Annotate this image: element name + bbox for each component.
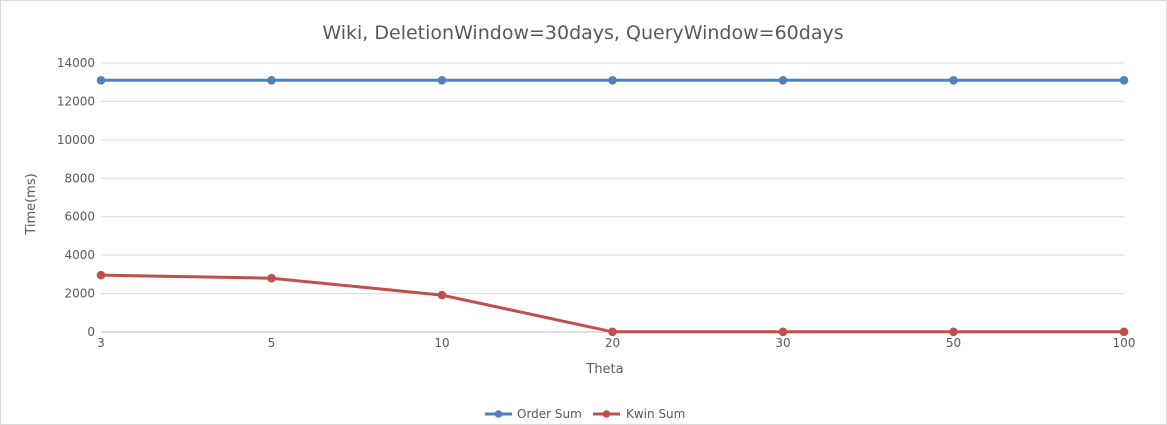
x-tick-label: 30 <box>775 336 790 350</box>
y-axis-ticks: 0 2000 4000 6000 8000 10000 12000 14000 <box>57 56 95 339</box>
data-point <box>778 75 788 85</box>
legend-marker-icon <box>494 410 503 418</box>
series-kwin-sum <box>96 270 1129 337</box>
x-tick-label: 20 <box>605 336 620 350</box>
y-tick-label: 2000 <box>64 287 95 301</box>
y-tick-label: 4000 <box>64 248 95 262</box>
legend-item-order-sum: Order Sum <box>485 407 582 421</box>
legend-item-kwin-sum: Kwin Sum <box>593 407 685 421</box>
legend-marker-icon <box>602 410 611 418</box>
x-tick-label: 10 <box>434 336 449 350</box>
data-point <box>267 75 276 85</box>
chart-title: Wiki, DeletionWindow=30days, QueryWindow… <box>322 22 843 44</box>
x-tick-label: 3 <box>97 336 105 350</box>
data-point <box>608 327 617 337</box>
y-tick-label: 12000 <box>57 94 95 108</box>
data-point <box>96 75 106 85</box>
y-tick-label: 10000 <box>57 133 95 147</box>
data-point <box>778 327 788 337</box>
series-line <box>99 273 1126 334</box>
x-tick-label: 50 <box>946 336 961 350</box>
x-axis-title: Theta <box>585 362 623 377</box>
legend-label: Order Sum <box>517 407 582 421</box>
y-tick-label: 8000 <box>64 171 95 185</box>
x-tick-label: 5 <box>268 336 276 350</box>
data-point <box>949 327 958 337</box>
y-tick-label: 14000 <box>57 56 95 70</box>
legend: Order Sum Kwin Sum <box>485 407 685 421</box>
y-axis-title: Time(ms) <box>24 173 39 235</box>
legend-label: Kwin Sum <box>626 407 685 421</box>
data-point <box>608 75 617 85</box>
y-tick-label: 0 <box>87 325 95 339</box>
data-point <box>1119 75 1129 85</box>
data-point <box>437 290 447 300</box>
series-layer <box>96 75 1129 337</box>
x-axis-ticks: 3 5 10 20 30 50 100 <box>97 336 1135 350</box>
series-order-sum <box>96 75 1129 85</box>
data-point <box>437 75 447 85</box>
gridlines <box>101 62 1124 333</box>
data-point <box>267 273 276 283</box>
data-point <box>96 270 106 280</box>
data-point <box>949 75 958 85</box>
x-tick-label: 100 <box>1113 336 1136 350</box>
data-point <box>1119 327 1129 337</box>
y-tick-label: 6000 <box>64 210 95 224</box>
